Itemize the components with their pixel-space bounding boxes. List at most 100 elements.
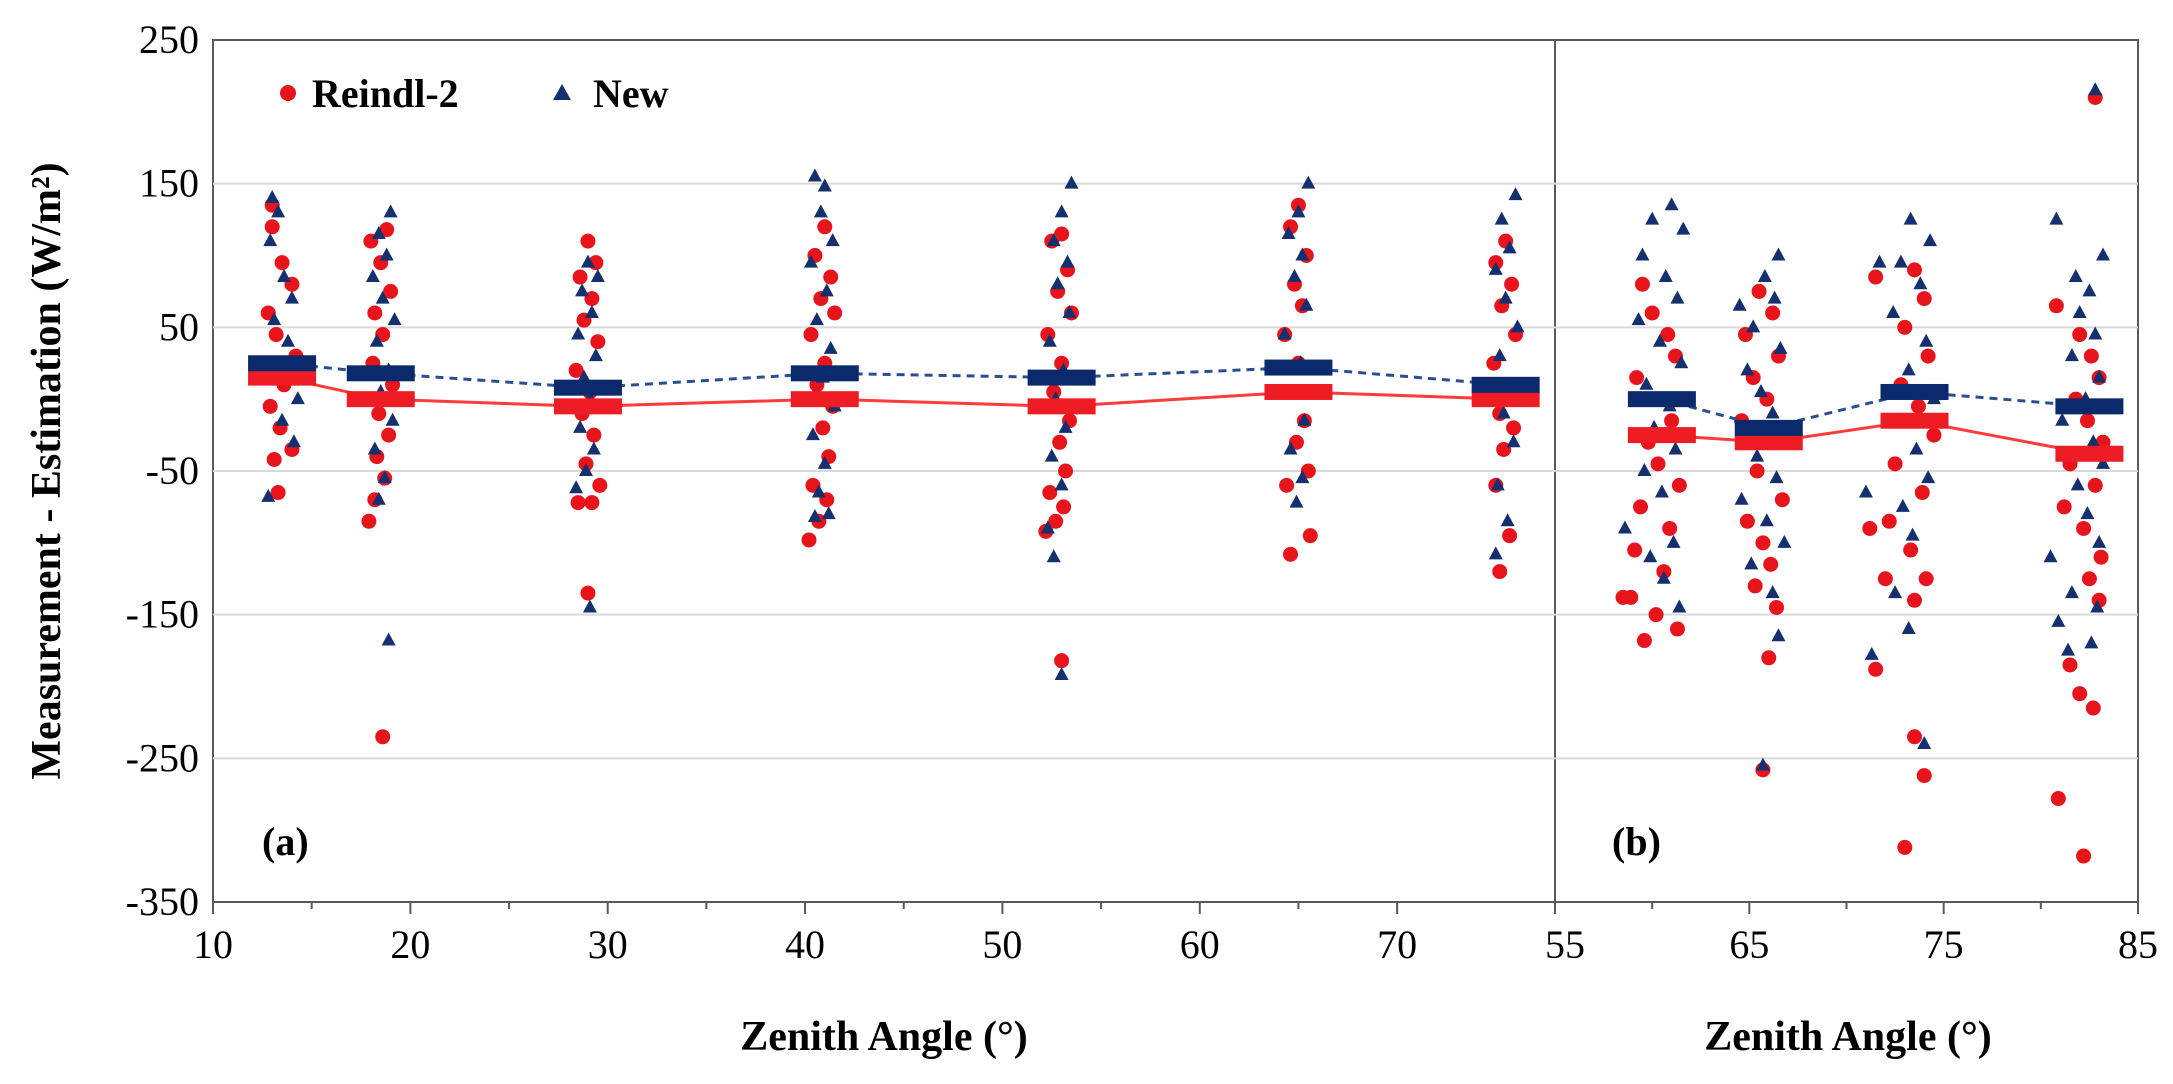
point-new [813, 204, 828, 218]
point-new [809, 312, 824, 326]
point-reindl2 [1877, 571, 1893, 587]
mean-marker-reindl2 [2055, 445, 2124, 462]
point-reindl2 [590, 334, 606, 350]
point-new [271, 204, 286, 218]
point-new [2068, 269, 2083, 283]
point-new [1054, 477, 1069, 491]
mean-marker-new [346, 365, 415, 382]
point-reindl2 [1761, 650, 1777, 666]
point-new [371, 225, 386, 239]
point-new [1617, 520, 1632, 534]
legend-label-reindl2: Reindl-2 [312, 71, 459, 116]
point-reindl2 [803, 327, 819, 343]
point-new [1064, 175, 1079, 189]
point-reindl2 [580, 585, 596, 601]
point-reindl2 [379, 222, 395, 238]
mean-marker-reindl2 [1880, 412, 1949, 429]
point-reindl2 [1903, 542, 1919, 558]
point-new [1488, 261, 1503, 275]
mean-marker-reindl2 [1027, 398, 1096, 415]
point-new [1500, 513, 1515, 527]
point-new [1755, 757, 1770, 771]
point-new [575, 283, 590, 297]
point-new [275, 412, 290, 426]
x-axis-title-b: Zenith Angle (°) [1704, 1014, 1991, 1060]
point-reindl2 [1636, 633, 1652, 649]
y-tick-label: -250 [126, 735, 199, 780]
point-new [1771, 628, 1786, 642]
mean-marker-new [1880, 383, 1949, 400]
point-reindl2 [1751, 283, 1767, 299]
point-new [1488, 546, 1503, 560]
point-reindl2 [375, 729, 391, 745]
mean-marker-reindl2 [1627, 427, 1696, 444]
point-new [1050, 276, 1065, 290]
mean-marker-new [1027, 369, 1096, 386]
point-reindl2 [2093, 549, 2109, 565]
point-new [580, 254, 595, 268]
x-tick-label: 40 [785, 922, 825, 967]
mean-marker-reindl2 [790, 391, 859, 408]
point-new [1757, 269, 1772, 283]
point-reindl2 [2076, 848, 2092, 864]
point-reindl2 [1739, 513, 1755, 529]
point-new [1909, 441, 1924, 455]
y-axis-title: Measurement - Estimation (W/m²) [24, 162, 70, 779]
point-reindl2 [2050, 791, 2066, 807]
point-new [1645, 211, 1660, 225]
point-new [1777, 534, 1792, 548]
point-new [2090, 599, 2105, 613]
point-new [1672, 599, 1687, 613]
point-new [1046, 233, 1061, 247]
point-new [1744, 556, 1759, 570]
point-new [263, 233, 278, 247]
point-new [2070, 477, 2085, 491]
point-new [1287, 269, 1302, 283]
point-new [1498, 290, 1513, 304]
point-new [1637, 463, 1652, 476]
point-new [1652, 333, 1667, 347]
point-new [1753, 383, 1768, 397]
point-new [1893, 254, 1908, 268]
point-reindl2 [1914, 485, 1930, 501]
point-new [2080, 506, 2095, 520]
point-new [1060, 254, 1075, 268]
point-new [817, 178, 832, 192]
mean-marker-reindl2 [1734, 434, 1803, 451]
point-reindl2 [2062, 657, 2078, 673]
legend-label-new: New [593, 71, 669, 116]
point-reindl2 [1868, 661, 1884, 677]
point-new [1281, 225, 1296, 239]
point-new [1654, 484, 1669, 498]
marks-b [1615, 82, 2124, 864]
point-new [2055, 412, 2070, 426]
point-new [1886, 304, 1901, 318]
point-new [1905, 527, 1920, 541]
point-reindl2 [817, 219, 833, 235]
y-tick-label: 250 [139, 17, 199, 62]
point-reindl2 [1765, 305, 1781, 321]
point-reindl2 [586, 427, 602, 443]
x-tick-label: 65 [1729, 922, 1769, 967]
y-tick-label: -50 [146, 448, 199, 493]
point-reindl2 [2079, 413, 2095, 429]
point-new [1732, 297, 1747, 311]
point-reindl2 [268, 327, 284, 343]
point-reindl2 [1492, 564, 1508, 580]
point-new [1042, 333, 1057, 347]
point-reindl2 [266, 452, 282, 468]
point-new [2072, 304, 2087, 318]
point-new [1297, 412, 1312, 426]
mean-marker-reindl2 [1471, 391, 1540, 408]
panel-label-a: (a) [262, 819, 309, 864]
point-reindl2 [1502, 528, 1518, 544]
mean-marker-reindl2 [553, 398, 622, 415]
point-reindl2 [1907, 592, 1923, 608]
mean-marker-reindl2 [1264, 383, 1333, 400]
point-new [1058, 419, 1073, 433]
point-new [1765, 405, 1780, 419]
x-tick-label: 30 [588, 922, 628, 967]
point-new [1299, 297, 1314, 311]
